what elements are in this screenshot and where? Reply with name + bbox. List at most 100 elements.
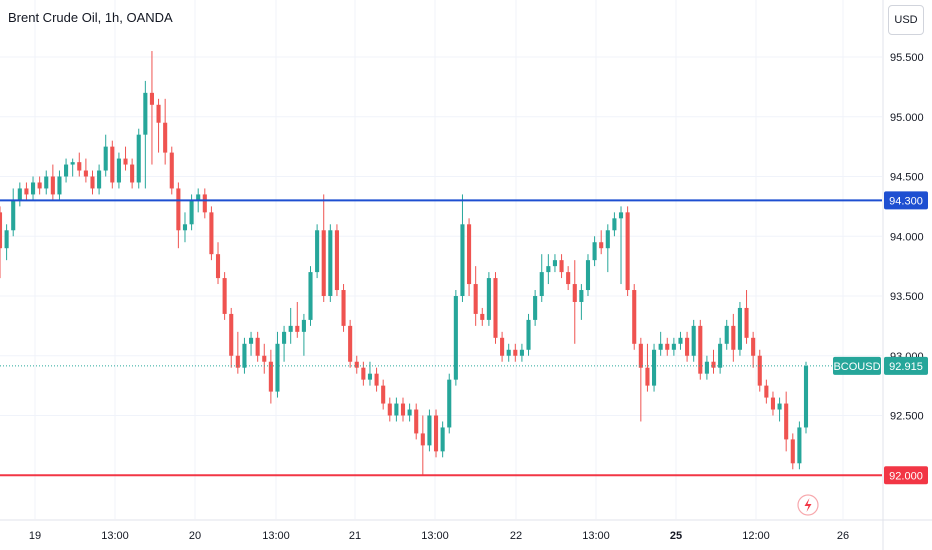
- candle-body: [169, 152, 174, 189]
- candle-body: [526, 319, 531, 350]
- candle: [453, 290, 458, 386]
- candle: [176, 182, 181, 249]
- candle: [321, 194, 326, 302]
- candle-body: [638, 343, 643, 368]
- y-tick-label: 93.500: [890, 291, 924, 303]
- candle-body: [90, 176, 95, 189]
- candle: [678, 331, 683, 350]
- candle-body: [110, 146, 115, 183]
- candle-body: [57, 176, 62, 195]
- candle-body: [572, 284, 577, 302]
- candle-body: [440, 427, 445, 452]
- candle: [288, 307, 293, 344]
- y-tick-label: 94.500: [890, 172, 924, 184]
- candle: [222, 272, 227, 320]
- candle: [202, 188, 207, 219]
- candle-body: [163, 122, 168, 153]
- candle-body: [704, 361, 709, 374]
- candle: [506, 343, 511, 362]
- candle-body: [354, 361, 359, 368]
- x-tick-label: 20: [189, 530, 201, 542]
- candle-body: [328, 230, 333, 296]
- lightning-icon[interactable]: [797, 494, 819, 516]
- candle: [559, 254, 564, 279]
- candle-body: [618, 212, 624, 219]
- candle: [751, 331, 756, 368]
- candle: [394, 397, 399, 422]
- candle: [381, 379, 386, 410]
- candle-body: [209, 212, 214, 255]
- candle-body: [301, 319, 306, 332]
- candle: [671, 337, 676, 356]
- candle-body: [592, 242, 597, 261]
- candle-body: [744, 307, 749, 338]
- candle: [645, 343, 650, 392]
- y-tick-label: 95.500: [890, 52, 924, 64]
- time-axis[interactable]: 19 13:00 20 13:00 21 13:00 22 13:00 25 12:00 26: [29, 530, 849, 542]
- candle-body: [222, 278, 227, 314]
- candle: [632, 284, 637, 350]
- candle-body: [77, 162, 82, 171]
- candle: [262, 343, 267, 374]
- candle-body: [453, 296, 458, 380]
- price-labels: 94.300 92.000 BCOUSD 92.915: [833, 191, 928, 485]
- candle: [460, 194, 465, 302]
- candle-body: [176, 188, 181, 231]
- candle-body: [37, 182, 42, 189]
- candle: [784, 391, 789, 452]
- candle: [70, 158, 75, 177]
- candle: [467, 218, 472, 296]
- candle-body: [70, 162, 75, 165]
- support-price-label: 92.000: [889, 470, 923, 482]
- candle: [182, 212, 188, 243]
- x-tick-label: 13:00: [582, 530, 610, 542]
- candle: [420, 415, 425, 476]
- candle: [341, 284, 346, 332]
- candle-body: [97, 170, 102, 189]
- candle: [242, 337, 247, 374]
- candle-body: [632, 290, 637, 344]
- candle: [625, 206, 630, 296]
- candle-body: [546, 266, 551, 273]
- candle-body: [480, 313, 485, 320]
- candle: [103, 134, 108, 177]
- candle: [665, 337, 670, 356]
- candle-body: [599, 242, 604, 249]
- candle: [400, 397, 406, 422]
- candle-body: [189, 200, 194, 225]
- candle: [17, 182, 22, 207]
- candle: [295, 301, 300, 338]
- candle: [83, 158, 88, 183]
- candle: [757, 349, 762, 392]
- candle-body: [123, 158, 128, 165]
- candle: [301, 313, 306, 356]
- candle: [480, 307, 485, 326]
- candle: [777, 397, 782, 422]
- candle: [797, 421, 802, 470]
- candle-body: [367, 373, 373, 380]
- candle-body: [83, 170, 88, 177]
- candle-body: [202, 194, 207, 213]
- candle: [334, 224, 339, 296]
- candle: [24, 182, 29, 201]
- candle-body: [566, 272, 571, 285]
- candle-body: [400, 403, 406, 416]
- support-price-tag: [884, 466, 928, 485]
- candle: [315, 224, 320, 279]
- candle: [50, 164, 55, 201]
- candle: [57, 170, 62, 201]
- x-tick-label: 13:00: [262, 530, 290, 542]
- candle: [691, 319, 696, 362]
- price-axis[interactable]: 95.50095.00094.50094.00093.50093.00092.5…: [890, 52, 924, 423]
- candle: [737, 301, 742, 356]
- candle-body: [467, 224, 472, 285]
- chart-title: Brent Crude Oil, 1h, OANDA: [8, 10, 173, 25]
- candle-body: [506, 349, 511, 356]
- candle-body: [229, 313, 234, 356]
- candle: [658, 331, 663, 356]
- candle: [4, 224, 9, 261]
- currency-button[interactable]: USD: [888, 5, 924, 35]
- candle-body: [486, 278, 491, 320]
- y-tick-label: 92.500: [890, 411, 924, 423]
